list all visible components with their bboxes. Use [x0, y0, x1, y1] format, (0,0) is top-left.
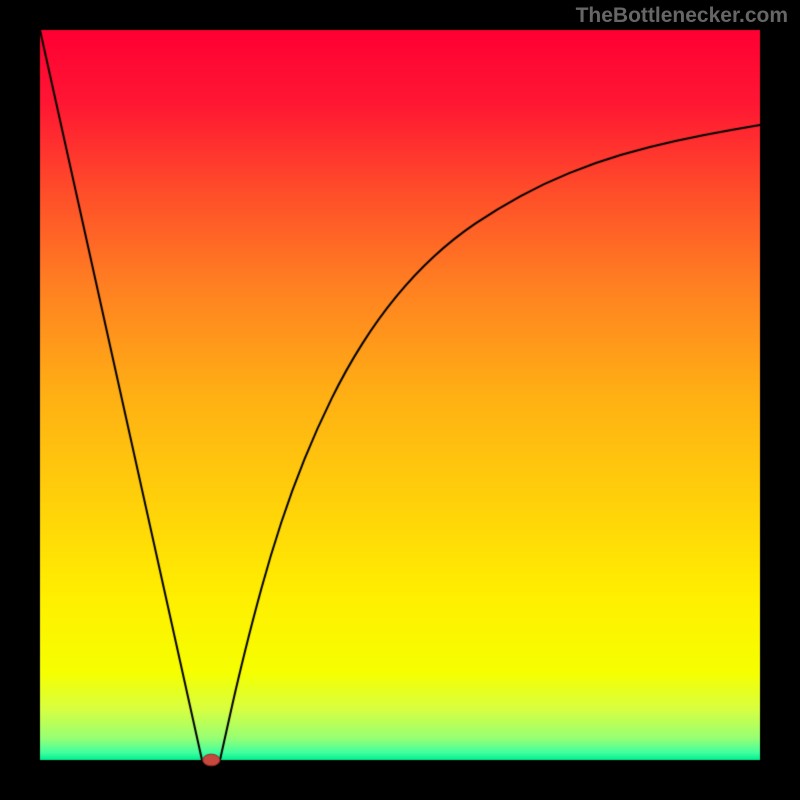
chart-container: TheBottlenecker.com — [0, 0, 800, 800]
chart-canvas — [0, 0, 800, 800]
watermark-text: TheBottlenecker.com — [576, 4, 788, 28]
chart-canvas-wrap — [0, 0, 800, 800]
